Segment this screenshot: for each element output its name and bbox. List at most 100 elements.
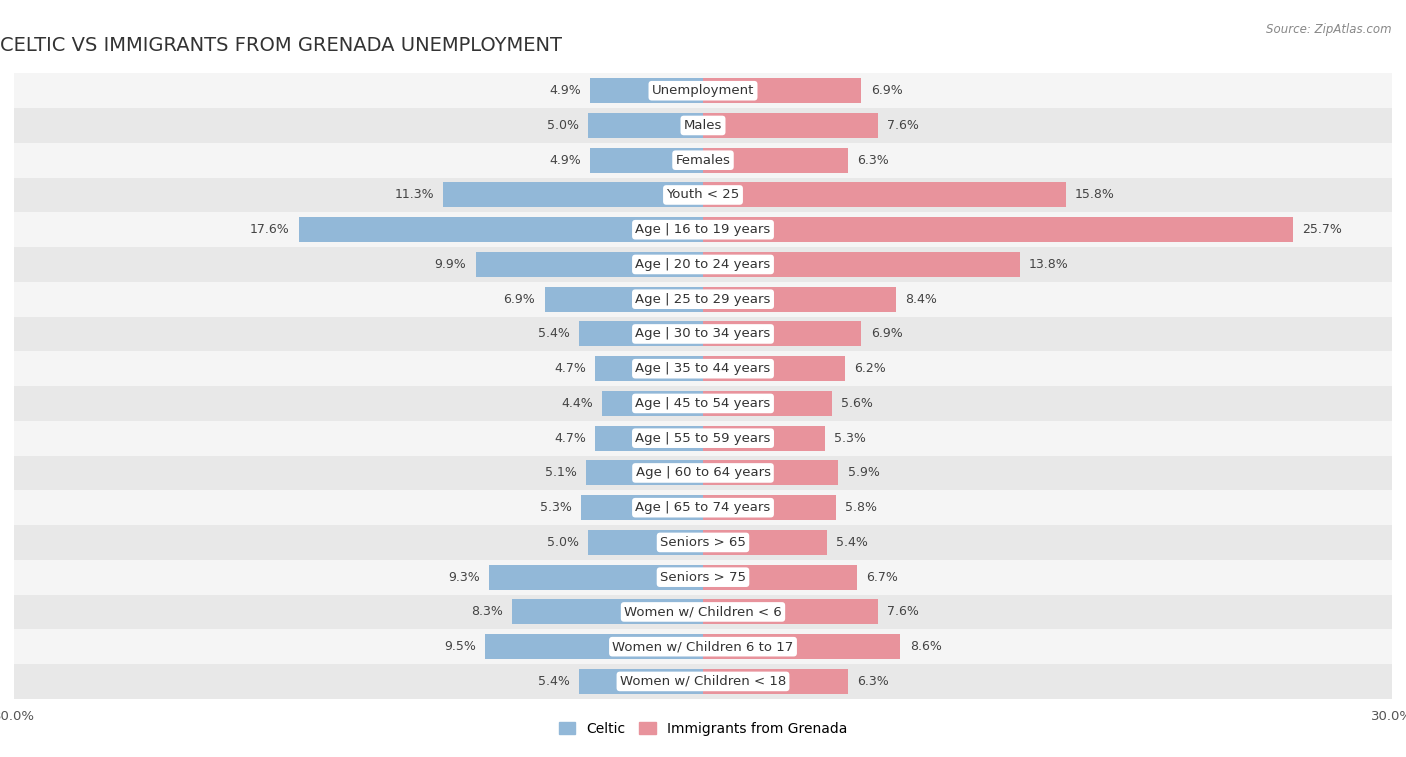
Text: Age | 45 to 54 years: Age | 45 to 54 years — [636, 397, 770, 410]
Bar — [14, 316, 1392, 351]
Text: 6.9%: 6.9% — [870, 84, 903, 97]
Bar — [14, 456, 1392, 491]
Text: 5.4%: 5.4% — [837, 536, 868, 549]
Bar — [703, 287, 896, 312]
Legend: Celtic, Immigrants from Grenada: Celtic, Immigrants from Grenada — [553, 716, 853, 742]
Bar — [14, 491, 1392, 525]
Text: Seniors > 75: Seniors > 75 — [659, 571, 747, 584]
Bar — [602, 391, 703, 416]
Text: Women w/ Children < 6: Women w/ Children < 6 — [624, 606, 782, 618]
Bar — [544, 287, 703, 312]
Bar — [14, 421, 1392, 456]
Bar — [579, 322, 703, 347]
Text: Age | 55 to 59 years: Age | 55 to 59 years — [636, 431, 770, 444]
Bar — [703, 634, 900, 659]
Text: 5.8%: 5.8% — [845, 501, 877, 514]
Bar — [703, 565, 856, 590]
Text: 17.6%: 17.6% — [250, 223, 290, 236]
Text: Age | 60 to 64 years: Age | 60 to 64 years — [636, 466, 770, 479]
Bar — [299, 217, 703, 242]
Bar — [703, 148, 848, 173]
Bar — [588, 530, 703, 555]
Text: 11.3%: 11.3% — [395, 188, 434, 201]
Bar — [14, 560, 1392, 594]
Text: 6.9%: 6.9% — [870, 328, 903, 341]
Bar — [14, 178, 1392, 212]
Bar — [14, 247, 1392, 282]
Bar — [703, 669, 848, 694]
Text: 25.7%: 25.7% — [1302, 223, 1343, 236]
Text: 6.2%: 6.2% — [855, 362, 886, 375]
Text: 6.9%: 6.9% — [503, 293, 536, 306]
Bar — [703, 530, 827, 555]
Text: 5.3%: 5.3% — [540, 501, 572, 514]
Text: 4.7%: 4.7% — [554, 362, 586, 375]
Bar — [443, 182, 703, 207]
Text: Unemployment: Unemployment — [652, 84, 754, 97]
Text: 5.9%: 5.9% — [848, 466, 880, 479]
Text: 5.0%: 5.0% — [547, 536, 579, 549]
Text: 15.8%: 15.8% — [1076, 188, 1115, 201]
Text: Women w/ Children < 18: Women w/ Children < 18 — [620, 675, 786, 688]
Text: 5.0%: 5.0% — [547, 119, 579, 132]
Bar — [703, 78, 862, 103]
Text: 4.9%: 4.9% — [550, 84, 581, 97]
Bar — [588, 113, 703, 138]
Bar — [14, 664, 1392, 699]
Text: Women w/ Children 6 to 17: Women w/ Children 6 to 17 — [613, 640, 793, 653]
Text: 13.8%: 13.8% — [1029, 258, 1069, 271]
Bar — [586, 460, 703, 485]
Bar — [595, 425, 703, 450]
Bar — [703, 252, 1019, 277]
Bar — [475, 252, 703, 277]
Bar — [591, 78, 703, 103]
Bar — [581, 495, 703, 520]
Bar — [703, 357, 845, 382]
Text: 9.3%: 9.3% — [449, 571, 481, 584]
Text: Age | 16 to 19 years: Age | 16 to 19 years — [636, 223, 770, 236]
Text: Age | 30 to 34 years: Age | 30 to 34 years — [636, 328, 770, 341]
Text: Youth < 25: Youth < 25 — [666, 188, 740, 201]
Bar — [14, 629, 1392, 664]
Bar — [14, 594, 1392, 629]
Text: Females: Females — [675, 154, 731, 167]
Text: Source: ZipAtlas.com: Source: ZipAtlas.com — [1267, 23, 1392, 36]
Bar — [485, 634, 703, 659]
Bar — [591, 148, 703, 173]
Text: Age | 25 to 29 years: Age | 25 to 29 years — [636, 293, 770, 306]
Text: 5.4%: 5.4% — [538, 328, 569, 341]
Text: CELTIC VS IMMIGRANTS FROM GRENADA UNEMPLOYMENT: CELTIC VS IMMIGRANTS FROM GRENADA UNEMPL… — [0, 36, 562, 55]
Bar — [14, 351, 1392, 386]
Bar — [14, 73, 1392, 108]
Bar — [703, 322, 862, 347]
Bar — [703, 460, 838, 485]
Bar — [512, 600, 703, 625]
Text: Age | 35 to 44 years: Age | 35 to 44 years — [636, 362, 770, 375]
Text: 8.3%: 8.3% — [471, 606, 503, 618]
Text: 5.1%: 5.1% — [544, 466, 576, 479]
Text: Seniors > 65: Seniors > 65 — [659, 536, 747, 549]
Bar — [14, 212, 1392, 247]
Bar — [703, 600, 877, 625]
Bar — [489, 565, 703, 590]
Text: 5.6%: 5.6% — [841, 397, 873, 410]
Bar — [703, 113, 877, 138]
Text: Age | 65 to 74 years: Age | 65 to 74 years — [636, 501, 770, 514]
Text: 5.3%: 5.3% — [834, 431, 866, 444]
Text: 4.9%: 4.9% — [550, 154, 581, 167]
Bar — [703, 182, 1066, 207]
Text: Males: Males — [683, 119, 723, 132]
Text: 6.7%: 6.7% — [866, 571, 898, 584]
Text: 6.3%: 6.3% — [856, 154, 889, 167]
Text: 8.4%: 8.4% — [905, 293, 936, 306]
Bar — [579, 669, 703, 694]
Bar — [14, 282, 1392, 316]
Text: 5.4%: 5.4% — [538, 675, 569, 688]
Text: Age | 20 to 24 years: Age | 20 to 24 years — [636, 258, 770, 271]
Text: 9.9%: 9.9% — [434, 258, 467, 271]
Bar — [14, 386, 1392, 421]
Text: 7.6%: 7.6% — [887, 606, 918, 618]
Text: 6.3%: 6.3% — [856, 675, 889, 688]
Bar — [595, 357, 703, 382]
Text: 7.6%: 7.6% — [887, 119, 918, 132]
